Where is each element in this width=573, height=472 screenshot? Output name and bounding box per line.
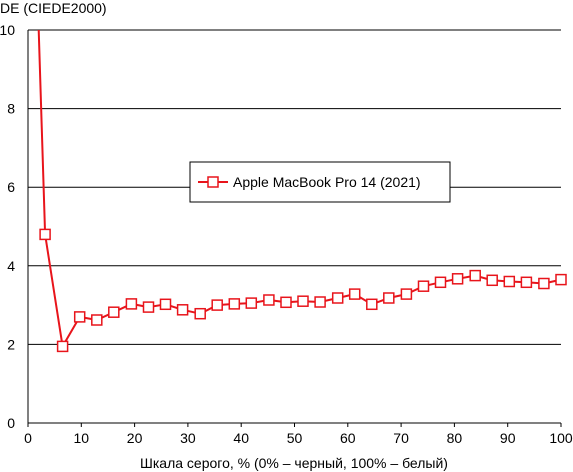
x-tick-label-70: 70 — [393, 430, 409, 446]
x-tick-label-20: 20 — [127, 430, 143, 446]
data-point-marker — [331, 292, 344, 304]
data-point-marker — [91, 314, 103, 326]
data-point-marker — [142, 301, 155, 313]
data-point-marker — [451, 273, 464, 285]
data-point-marker — [434, 276, 447, 289]
data-point-marker — [108, 306, 120, 318]
y-tick-labels: 0 2 4 6 8 10 — [0, 22, 15, 431]
data-point-marker — [176, 304, 189, 316]
data-point-marker — [245, 297, 258, 309]
data-point-marker — [228, 298, 241, 310]
y-tick-label-2: 2 — [7, 336, 15, 352]
legend-label: Apple MacBook Pro 14 (2021) — [233, 174, 421, 190]
y-tick-label-10: 10 — [0, 22, 15, 38]
data-point-marker — [503, 275, 516, 288]
series-apple-macbook-pro-14 — [37, 29, 567, 353]
legend: Apple MacBook Pro 14 (2021) — [189, 161, 451, 203]
data-point-marker — [159, 298, 172, 311]
data-point-marker — [297, 295, 309, 307]
data-point-marker — [73, 311, 86, 323]
x-axis-title: Шкала серого, % (0% – черный, 100% – бел… — [140, 455, 448, 471]
data-point-marker — [417, 280, 430, 292]
data-point-marker — [400, 288, 413, 300]
y-tick-label-0: 0 — [7, 415, 15, 431]
x-tick-label-30: 30 — [180, 430, 196, 446]
y-tick-label-8: 8 — [7, 101, 15, 117]
x-tick-label-100: 100 — [549, 430, 573, 446]
x-tick-label-0: 0 — [24, 430, 32, 446]
x-tick-label-90: 90 — [500, 430, 516, 446]
x-tick-labels: 0 10 20 30 40 50 60 70 80 90 100 — [24, 430, 573, 446]
data-point-marker — [280, 296, 292, 309]
data-point-marker — [538, 277, 550, 290]
legend-box — [189, 161, 451, 203]
data-point-marker — [56, 340, 69, 353]
x-tick-label-10: 10 — [74, 430, 90, 446]
data-point-marker — [263, 294, 275, 306]
data-point-marker — [383, 292, 395, 304]
data-point-marker — [348, 288, 361, 300]
data-point-marker — [211, 299, 223, 311]
y-tick-label-6: 6 — [7, 179, 15, 195]
legend-marker — [207, 176, 219, 188]
data-point-marker — [194, 307, 206, 320]
y-axis-title: DE (CIEDE2000) — [0, 0, 107, 16]
y-tick-label-4: 4 — [7, 258, 15, 274]
data-point-marker — [555, 273, 567, 286]
data-point-marker — [520, 276, 533, 289]
x-tick-label-50: 50 — [287, 430, 303, 446]
data-point-marker — [314, 296, 326, 308]
data-point-marker — [39, 228, 51, 241]
data-point-marker — [486, 274, 498, 287]
data-point-marker — [366, 298, 378, 311]
data-point-marker — [125, 298, 138, 310]
gridlines — [27, 29, 562, 427]
data-point-marker — [469, 269, 481, 282]
x-tick-label-60: 60 — [340, 430, 356, 446]
x-tick-label-80: 80 — [447, 430, 463, 446]
x-tick-label-40: 40 — [233, 430, 249, 446]
